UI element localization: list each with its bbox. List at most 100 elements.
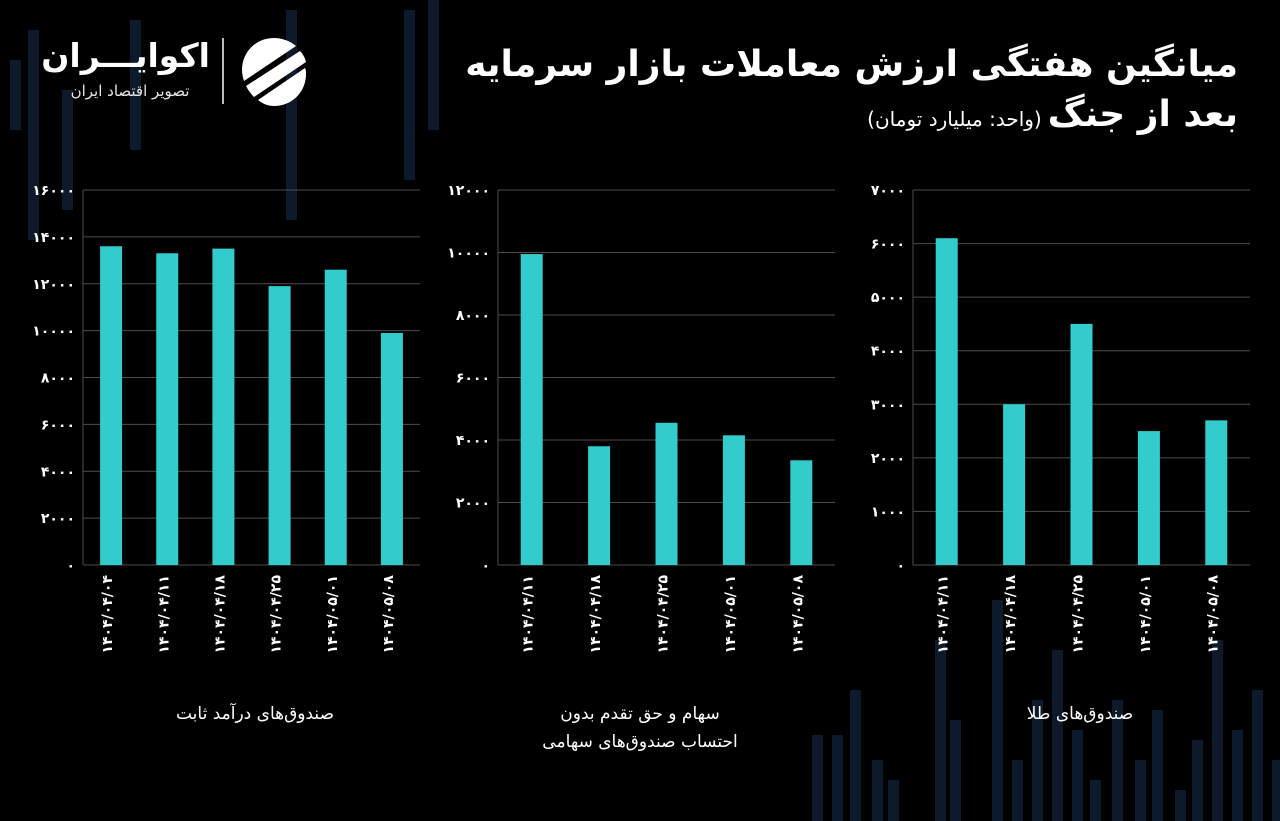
y-tick-label: ۴۰۰۰: [41, 464, 75, 480]
y-tick-label: ۶۰۰۰: [456, 371, 490, 387]
y-tick-label: ۱۶۰۰۰: [32, 183, 75, 199]
logo-tagline: تصویر اقتصاد ایران: [70, 82, 190, 100]
decor-candle: [850, 690, 861, 821]
y-tick-label: ۶۰۰۰: [41, 417, 75, 433]
decor-candle: [992, 600, 1003, 821]
y-tick-label: ۳۰۰۰: [871, 397, 905, 413]
bar: [1003, 404, 1026, 565]
decor-candle: [1232, 730, 1243, 821]
y-tick-label: ۲۰۰۰: [41, 511, 75, 527]
decor-candle: [1052, 650, 1063, 821]
x-tick-label: ۱۴۰۴/۰۵/۰۸: [790, 575, 806, 654]
logo: اکوایـــران تصویر اقتصاد ایران: [41, 36, 320, 111]
decor-candle: [812, 735, 823, 821]
decor-candle: [1152, 710, 1163, 821]
bar: [588, 446, 611, 565]
decor-candle: [286, 10, 297, 220]
x-tick-label: ۱۴۰۴/۰۴/۱۸: [1003, 575, 1019, 654]
x-tick-label: ۱۴۰۴/۰۴/۱۱: [156, 575, 172, 654]
decor-candle: [950, 720, 961, 821]
y-tick-label: ۲۰۰۰: [456, 496, 490, 512]
bar: [1070, 323, 1093, 565]
bar: [722, 435, 745, 565]
logo-name: اکوایـــران: [41, 36, 210, 75]
chart-gold-funds: ۰ ۱۰۰۰ ۲۰۰۰ ۳۰۰۰ ۴۰۰۰ ۵۰۰۰ ۶۰۰۰ ۷۰۰۰ ۱۴۰۴/۰۴/۱۱ ۱…: [871, 183, 1250, 654]
y-tick-label: ۱۰۰۰۰: [32, 324, 75, 340]
bar: [935, 238, 958, 565]
x-tick-label: ۱۴۰۴/۰۵/۰۸: [381, 575, 397, 654]
bar: [380, 332, 403, 565]
y-tick-label: ۱۰۰۰: [871, 504, 905, 520]
x-tick-label: ۱۴۰۴/۰۴/۲۵: [656, 575, 672, 654]
decor-candle: [1272, 760, 1280, 821]
decor-candle: [1032, 700, 1043, 821]
y-tick-label: ۰: [481, 558, 490, 574]
y-tick-label: ۰: [896, 558, 905, 574]
bar: [655, 422, 678, 565]
y-tick-label: ۸۰۰۰: [41, 371, 75, 387]
bar: [268, 286, 291, 565]
x-tick-label: ۱۴۰۴/۰۴/۲۵: [269, 575, 285, 654]
x-tick-label: ۱۴۰۴/۰۵/۰۱: [1138, 575, 1154, 654]
y-tick-label: ۱۰۰۰۰: [447, 246, 490, 262]
decor-candle: [1252, 690, 1263, 821]
decor-candle: [872, 760, 883, 821]
decor-candle: [62, 90, 73, 210]
y-tick-label: ۴۰۰۰: [456, 433, 490, 449]
unit-label: (واحد: میلیارد تومان): [867, 107, 1042, 131]
decor-candle: [28, 30, 39, 240]
chart-fixed-income-funds: ۰ ۲۰۰۰ ۴۰۰۰ ۶۰۰۰ ۸۰۰۰ ۱۰۰۰۰ ۱۲۰۰۰ ۱۴۰۰۰ ۱۶۰۰۰ ۱۴۰…: [32, 183, 420, 654]
decor-candle: [404, 10, 415, 180]
y-tick-label: ۵۰۰۰: [871, 290, 905, 306]
decor-candle: [1112, 700, 1123, 821]
y-tick-label: ۸۰۰۰: [456, 308, 490, 324]
y-tick-label: ۱۲۰۰۰: [32, 277, 75, 293]
chart-title-gold: صندوق‌های طلا: [1026, 704, 1134, 724]
decor-candle: [1072, 730, 1083, 821]
x-tick-label: ۱۴۰۴/۰۵/۰۸: [1205, 575, 1221, 654]
decor-candle: [130, 20, 141, 150]
y-tick-label: ۲۰۰۰: [871, 451, 905, 467]
decor-candle: [1192, 740, 1203, 821]
bar: [790, 460, 813, 565]
y-tick-label: ۴۰۰۰: [871, 344, 905, 360]
y-tick-label: ۱۲۰۰۰: [447, 183, 490, 199]
y-tick-label: ۱۴۰۰۰: [32, 230, 75, 246]
y-tick-label: ۶۰۰۰: [871, 237, 905, 253]
bar: [1137, 431, 1160, 565]
x-tick-label: ۱۴۰۴/۰۴/۱۱: [936, 575, 952, 654]
y-tick-label: ۰: [66, 558, 75, 574]
decor-candle: [428, 0, 439, 130]
bar: [100, 246, 123, 565]
decor-candle: [888, 780, 899, 821]
x-tick-label: ۱۴۰۴/۰۵/۰۱: [325, 575, 341, 654]
page-title: میانگین هفتگی ارزش معاملات بازار سرمایه …: [418, 40, 1238, 144]
x-tick-label: ۱۴۰۴/۰۴/۱۸: [588, 575, 604, 654]
title-line-2: بعد از جنگ(واحد: میلیارد تومان): [418, 90, 1238, 144]
chart-stocks-and-rights: ۰ ۲۰۰۰ ۴۰۰۰ ۶۰۰۰ ۸۰۰۰ ۱۰۰۰۰ ۱۲۰۰۰ ۱۴۰۴/۰۴/۱۱ ۱۴۰…: [447, 183, 835, 654]
ekoiran-logo-icon: [242, 38, 306, 106]
decor-candle: [1175, 790, 1186, 821]
decor-candle: [10, 60, 21, 130]
x-tick-label: ۱۴۰۴/۰۴/۱۸: [212, 575, 228, 654]
decor-candle: [1012, 760, 1023, 821]
x-tick-label: ۱۴۰۴/۰۴/۱۱: [521, 575, 537, 654]
title-line-1: میانگین هفتگی ارزش معاملات بازار سرمایه: [465, 44, 1238, 85]
bar: [520, 254, 543, 565]
title-line-2-text: بعد از جنگ: [1047, 94, 1238, 135]
decor-candle: [935, 640, 946, 821]
decor-candle: [1090, 780, 1101, 821]
decor-candle: [832, 735, 843, 821]
x-tick-label: ۱۴۰۴/۰۴/۲۵: [1071, 575, 1087, 654]
chart-title-stocks: سهام و حق تقدم بدون احتساب صندوق‌های سها…: [542, 704, 738, 752]
bar: [212, 248, 235, 565]
bar: [1205, 420, 1228, 565]
chart-title-fixed-income: صندوق‌های درآمد ثابت: [175, 704, 334, 724]
decor-candle: [1135, 760, 1146, 821]
x-tick-label: ۱۴۰۴/۰۵/۰۱: [723, 575, 739, 654]
decor-candle: [1212, 640, 1223, 821]
y-tick-label: ۷۰۰۰: [871, 183, 905, 199]
logo-divider: [222, 38, 224, 104]
bar: [156, 253, 179, 565]
